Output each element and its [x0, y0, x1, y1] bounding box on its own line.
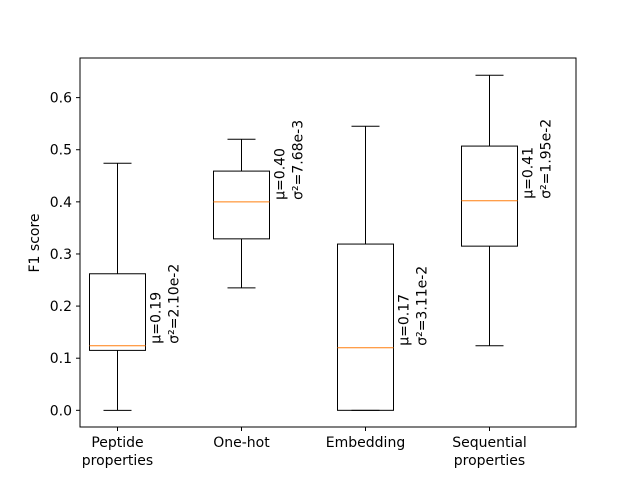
- variance-label: σ²=2.10e-2: [167, 264, 183, 344]
- box-group-1: μ=0.19 σ²=2.10e-2: [89, 162, 183, 411]
- x-tick-label: Sequential: [452, 435, 527, 451]
- variance-label: σ²=1.95e-2: [539, 119, 555, 199]
- x-tick-label: Peptide: [91, 435, 143, 451]
- box-iqr: [461, 145, 518, 247]
- chart-marks: μ=0.19 σ²=2.10e-2μ=0.40 σ²=7.68e-3μ=0.17 σ²…: [89, 74, 555, 411]
- mean-label: μ=0.40: [273, 148, 289, 200]
- x-tick-label: properties: [454, 453, 525, 469]
- box-group-4: μ=0.41 σ²=1.95e-2: [461, 74, 555, 347]
- y-tick-label: 0.4: [50, 195, 72, 211]
- y-tick-label: 0.1: [50, 351, 72, 367]
- mean-label: μ=0.19: [149, 292, 165, 344]
- mean-label: μ=0.17: [397, 294, 413, 346]
- mean-label: μ=0.41: [521, 147, 537, 199]
- x-tick-label: One-hot: [213, 435, 270, 451]
- x-tick-label: Embedding: [326, 435, 405, 451]
- box-iqr: [213, 170, 270, 240]
- variance-label: σ²=7.68e-3: [291, 120, 307, 200]
- y-tick-label: 0.0: [50, 403, 72, 419]
- x-axis: Peptide properties One-hot Embedding Sequent…: [82, 427, 527, 469]
- y-tick-label: 0.6: [50, 91, 72, 107]
- y-axis-label: F1 score: [27, 213, 43, 272]
- y-axis: 0.0 0.1 0.2 0.3 0.4 0.5 0.6: [50, 91, 80, 419]
- x-tick-label: properties: [82, 453, 153, 469]
- variance-label: σ²=3.11e-2: [415, 266, 431, 346]
- y-tick-label: 0.2: [50, 299, 72, 315]
- y-tick-label: 0.3: [50, 247, 72, 263]
- box-group-2: μ=0.40 σ²=7.68e-3: [213, 120, 307, 289]
- box-iqr: [337, 243, 394, 411]
- plot-frame: [79, 57, 577, 428]
- box-iqr: [89, 273, 146, 351]
- box-group-3: μ=0.17 σ²=3.11e-2: [337, 125, 431, 411]
- y-tick-label: 0.5: [50, 143, 72, 159]
